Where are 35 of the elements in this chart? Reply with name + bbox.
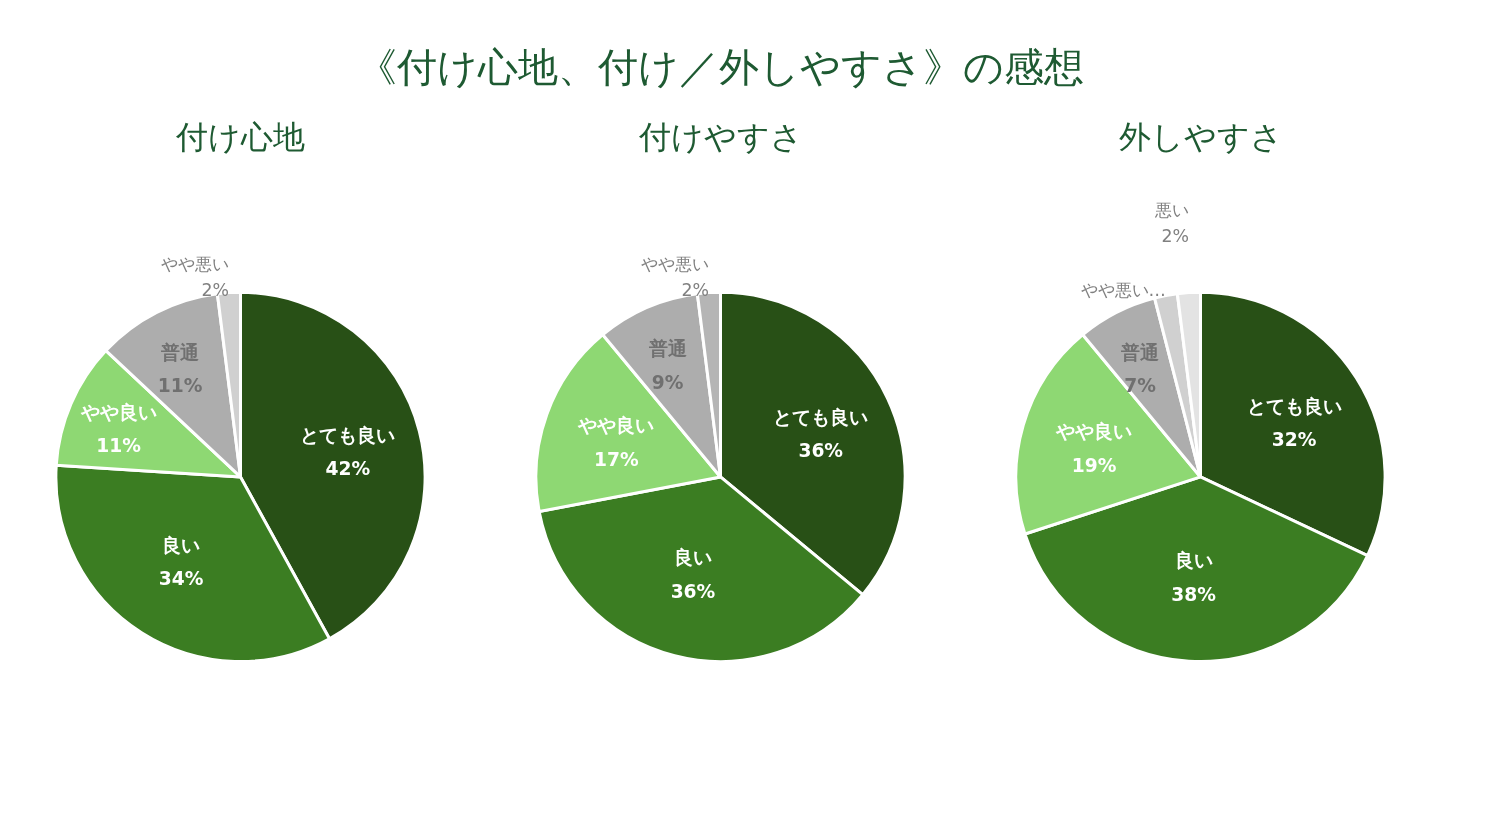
- slice-label: 普通: [160, 341, 200, 363]
- data-label: 7%: [1124, 375, 1157, 397]
- data-label: 36%: [798, 440, 844, 462]
- slice-label: やや良い: [79, 401, 157, 423]
- slice-label: 普通: [1120, 341, 1160, 363]
- data-label: 19%: [1071, 455, 1117, 477]
- slice-label: 良い: [162, 534, 201, 556]
- slice-label: やや良い: [1055, 421, 1133, 443]
- slice-label: やや悪い…: [1080, 280, 1166, 301]
- slice-label: やや悪い: [640, 254, 709, 275]
- data-label: 32%: [1271, 429, 1317, 451]
- data-label: 9%: [651, 372, 684, 394]
- slice-label: 良い: [1174, 550, 1213, 572]
- slice-label: とても良い: [773, 406, 869, 428]
- data-label: 36%: [670, 581, 716, 603]
- slice-label: やや良い: [577, 415, 655, 437]
- chart-title: 付けやすさ: [637, 117, 803, 156]
- slice-label: 良い: [673, 547, 712, 569]
- data-label: 2%: [201, 280, 229, 301]
- data-label: 17%: [593, 449, 639, 471]
- data-label: 2%: [681, 280, 709, 301]
- data-label: 38%: [1171, 584, 1217, 606]
- slice-label: 悪い: [1153, 200, 1189, 221]
- text: 《付け心地、付け／外しやすさ》の感想: [357, 43, 1084, 90]
- slice-label: やや悪い: [160, 254, 229, 275]
- slice-label: 普通: [647, 338, 687, 360]
- chart-title: 付け心地: [175, 117, 305, 156]
- data-label: 2%: [1161, 226, 1189, 247]
- data-label: 34%: [158, 568, 204, 590]
- data-label: 11%: [157, 375, 203, 397]
- slice-label: とても良い: [1246, 395, 1342, 417]
- slice-label: とても良い: [300, 424, 396, 446]
- chart-title: 外しやすさ: [1118, 117, 1283, 156]
- data-label: 42%: [325, 458, 371, 480]
- data-label: 11%: [96, 435, 142, 457]
